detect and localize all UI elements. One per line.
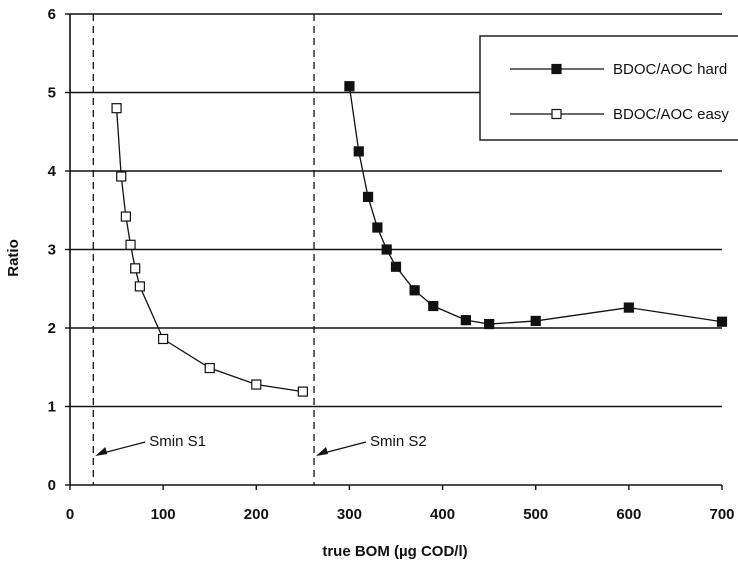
- data-point: [484, 318, 495, 330]
- smin-arrow-1: [99, 441, 146, 455]
- legend-marker-2: [551, 108, 562, 120]
- data-point: [130, 263, 141, 274]
- smin-arrowhead-2: [316, 447, 329, 456]
- y-tick-label: 4: [48, 163, 57, 180]
- axes: 0 1 2 3 4 5 6 0 100 200 300 400 500 600 700: [48, 6, 735, 523]
- data-point: [716, 316, 728, 327]
- y-tick-label: 1: [48, 399, 56, 416]
- x-tick-label: 200: [244, 506, 269, 523]
- smin-label-1: Smin S1: [149, 433, 206, 450]
- data-point: [381, 244, 392, 255]
- x-tick-label: 400: [430, 506, 455, 523]
- x-axis-title: true BOM (µg COD/l): [322, 543, 467, 560]
- smin-label-2: Smin S2: [370, 433, 427, 450]
- x-tick-label: 600: [616, 506, 641, 523]
- x-tick-label: 300: [337, 506, 362, 523]
- smin-arrowhead-1: [95, 447, 108, 456]
- y-tick-label: 0: [48, 477, 56, 494]
- data-point: [204, 362, 215, 374]
- data-point: [344, 81, 355, 92]
- data-point: [460, 315, 471, 326]
- legend-label-2: BDOC/AOC easy: [613, 106, 729, 123]
- data-point: [409, 285, 420, 296]
- legend-marker-1: [551, 63, 562, 75]
- x-tick-label: 0: [66, 506, 74, 523]
- x-tick-label: 100: [151, 506, 176, 523]
- reference-lines: Smin S1 Smin S2: [92, 14, 427, 485]
- x-tick-label: 500: [523, 506, 548, 523]
- x-tick-label: 700: [709, 506, 734, 523]
- y-tick-label: 6: [48, 6, 56, 23]
- data-series: [111, 81, 728, 397]
- data-point: [428, 300, 439, 312]
- gridlines: [70, 13, 722, 408]
- data-point: [390, 261, 402, 272]
- data-point: [251, 379, 262, 390]
- y-tick-label: 3: [48, 242, 56, 259]
- smin-arrow-2: [319, 441, 367, 455]
- data-point: [111, 103, 122, 114]
- data-point: [116, 171, 127, 182]
- y-axis-title: Ratio: [5, 239, 22, 277]
- data-point: [353, 146, 364, 157]
- y-tick-label: 5: [48, 85, 56, 102]
- legend-box: [479, 35, 738, 141]
- data-point: [530, 315, 541, 327]
- data-point: [372, 222, 383, 233]
- y-tick-label: 2: [48, 320, 56, 337]
- data-point: [623, 302, 634, 313]
- data-point: [297, 386, 308, 397]
- data-point: [120, 211, 131, 222]
- legend-label-1: BDOC/AOC hard: [613, 61, 727, 78]
- data-point: [134, 281, 145, 292]
- legend: BDOC/AOC hard BDOC/AOC easy: [479, 35, 738, 141]
- data-point: [158, 333, 169, 345]
- series-line-2: [115, 108, 303, 393]
- data-point: [125, 239, 136, 250]
- data-point: [362, 191, 374, 203]
